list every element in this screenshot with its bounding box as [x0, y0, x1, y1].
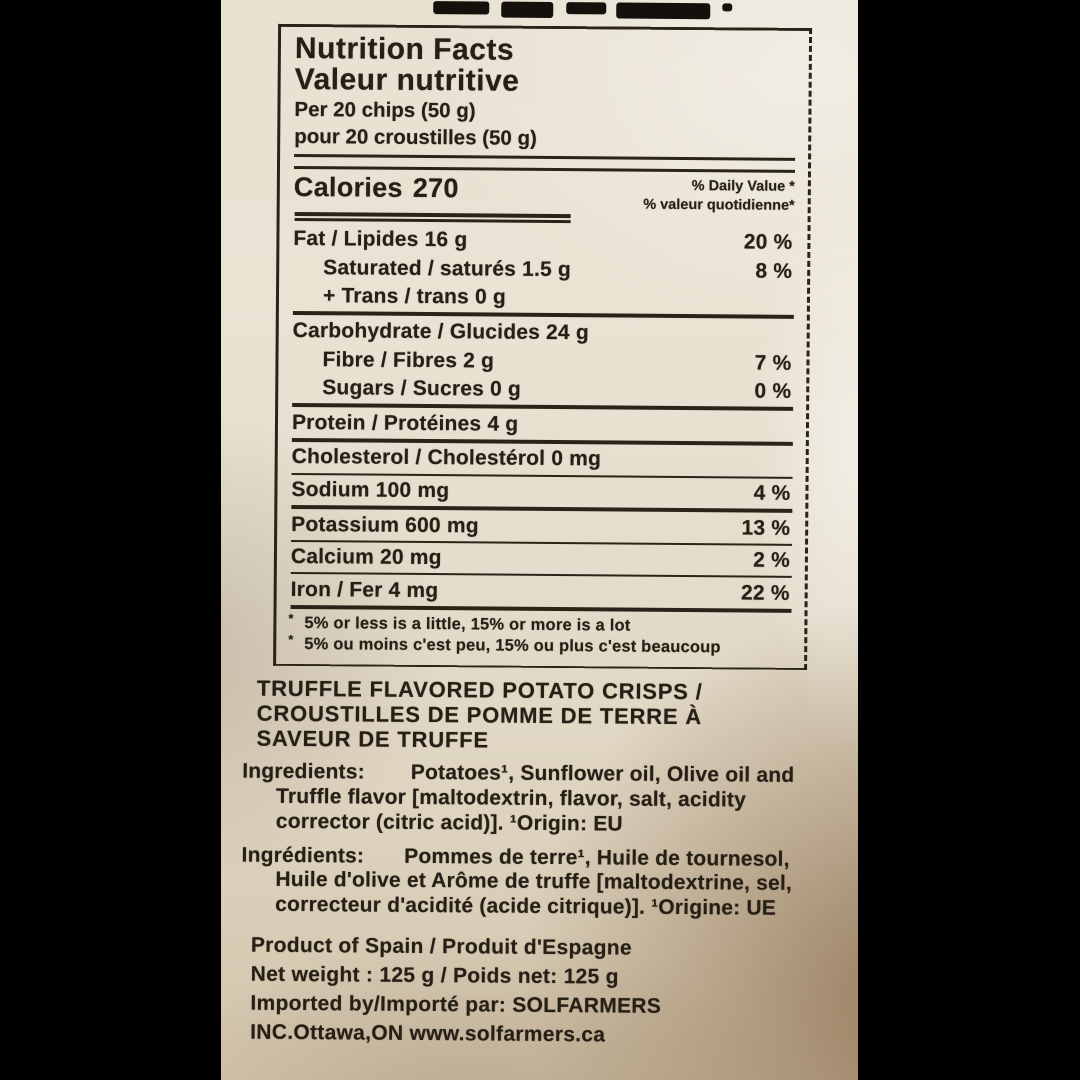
footnote-asterisk: * — [288, 632, 294, 648]
calories-row: Calories 270 % Daily Value * % valeur quo… — [294, 172, 795, 214]
ingredients-fr: Ingrédients: Pommes de terre¹, Huile de t… — [241, 843, 804, 922]
origin-weight-importer-block: Product of Spain / Produit d'Espagne Net… — [250, 931, 803, 1051]
nutrient-text: Fibre / Fibres 2 g — [322, 347, 495, 373]
cropped-top-print-mark — [616, 2, 711, 20]
calories-label: Calories 270 — [294, 172, 459, 204]
product-title-line: SAVEUR DE TRUFFE — [256, 725, 490, 753]
nutrient-row-sodium: Sodium 100 mg 4 % — [291, 475, 792, 508]
nutrient-text: Protein / Protéines 4 g — [291, 410, 519, 436]
importer-line-2: INC.Ottawa,ON www.solfarmers.ca — [250, 1020, 606, 1047]
nutrient-row-potassium: Potassium 600 mg 13 % — [291, 510, 792, 543]
importer-line-1: Imported by/Importé par: SOLFARMERS — [250, 991, 662, 1018]
nutrient-row-iron: Iron / Fer 4 mg 22 % — [291, 575, 792, 608]
nutrient-row-cholesterol: Cholesterol / Cholestérol 0 mg — [292, 443, 793, 476]
nutrition-facts-panel: Nutrition Facts Valeur nutritive Per 20 … — [273, 23, 813, 671]
cropped-top-print-mark — [566, 2, 607, 15]
nutrient-row-carbohydrate: Carbohydrate / Glucides 24 g — [293, 316, 794, 349]
nutrient-text: Sugars / Sucres 0 g — [322, 376, 522, 401]
nutrient-dv — [791, 414, 793, 440]
daily-value-header: % Daily Value * % valeur quotidienne* — [643, 177, 795, 214]
photo-black-bar-left — [0, 0, 221, 1080]
nutrient-row-saturated: Saturated / saturés 1.5 g 8 % — [293, 253, 794, 286]
nutrient-text: Potassium 600 mg — [291, 512, 479, 538]
nutrient-text: Carbohydrate / Glucides 24 g — [292, 318, 589, 345]
footnote-text-en: 5% or less is a little, 15% or more is a… — [304, 613, 631, 635]
footnote-asterisk: * — [288, 610, 294, 626]
nutrient-text: Saturated / saturés 1.5 g — [323, 255, 572, 281]
daily-value-header-fr: % valeur quotidienne* — [643, 196, 795, 214]
nutrient-dv — [792, 287, 794, 313]
nutrient-dv: 0 % — [754, 379, 792, 404]
chip-bag-surface — [221, 0, 858, 1080]
ingredients-fr-label: Ingrédients: — [241, 843, 365, 868]
nutrient-text: Fat / Lipides 16 g — [293, 227, 468, 252]
nutrient-text: Cholesterol / Cholestérol 0 mg — [291, 445, 602, 471]
cropped-top-print-mark — [722, 3, 733, 12]
nutrient-row-fat: Fat / Lipides 16 g 20 % — [293, 225, 794, 258]
nutrient-text: Iron / Fer 4 mg — [290, 577, 439, 602]
calories-word: Calories — [293, 172, 403, 204]
nutrient-dv: 2 % — [753, 548, 791, 573]
daily-value-footnotes: * 5% or less is a little, 15% or more is … — [288, 610, 791, 660]
nutrient-dv — [791, 448, 793, 474]
nutrient-row-protein: Protein / Protéines 4 g — [292, 408, 793, 441]
nutrient-text: Sodium 100 mg — [291, 477, 450, 503]
nutrient-dv: 4 % — [753, 481, 791, 505]
footnote-text-fr: 5% ou moins c'est peu, 15% ou plus c'est… — [304, 635, 721, 657]
net-weight: Net weight : 125 g / Poids net: 125 g — [250, 962, 619, 989]
nutrient-dv: 20 % — [743, 230, 793, 254]
photo-black-bar-right — [858, 0, 1080, 1080]
ingredients-en: Ingredients: Potatoes¹, Sunflower oil, Ol… — [242, 760, 805, 839]
product-info-section: TRUFFLE FLAVORED POTATO CRISPS / CROUSTI… — [240, 676, 805, 1052]
nutrient-row-calcium: Calcium 20 mg 2 % — [291, 543, 792, 576]
nutrient-row-sugars: Sugars / Sucres 0 g 0 % — [292, 374, 793, 407]
nutrient-dv: 22 % — [740, 581, 790, 605]
nutrient-row-trans: + Trans / trans 0 g — [293, 282, 794, 315]
daily-value-header-en: % Daily Value * — [691, 178, 795, 196]
calories-underline-bar — [294, 211, 571, 223]
nutrient-dv: 8 % — [755, 259, 793, 283]
nutrient-dv — [792, 322, 794, 348]
calories-value: 270 — [412, 173, 459, 204]
ingredients-en-label: Ingredients: — [242, 759, 365, 784]
country-of-origin: Product of Spain / Produit d'Espagne — [250, 933, 632, 960]
serving-size-fr: pour 20 croustilles (50 g) — [294, 125, 537, 151]
cropped-top-print-mark — [501, 1, 554, 18]
footnote-fr: * 5% ou moins c'est peu, 15% ou plus c'es… — [288, 632, 791, 659]
serving-size-en: Per 20 chips (50 g) — [294, 98, 476, 123]
nutrition-facts-title-fr: Valeur nutritive — [294, 63, 520, 98]
separator-double — [293, 154, 796, 174]
nutrient-row-fibre: Fibre / Fibres 2 g 7 % — [292, 345, 793, 378]
nutrient-dv: 7 % — [754, 351, 792, 375]
nutrient-dv: 13 % — [741, 516, 791, 540]
cropped-top-print-mark — [433, 1, 490, 15]
nutrient-text: + Trans / trans 0 g — [322, 284, 507, 309]
product-title: TRUFFLE FLAVORED POTATO CRISPS / CROUSTI… — [256, 676, 805, 756]
nutrient-text: Calcium 20 mg — [290, 545, 442, 570]
